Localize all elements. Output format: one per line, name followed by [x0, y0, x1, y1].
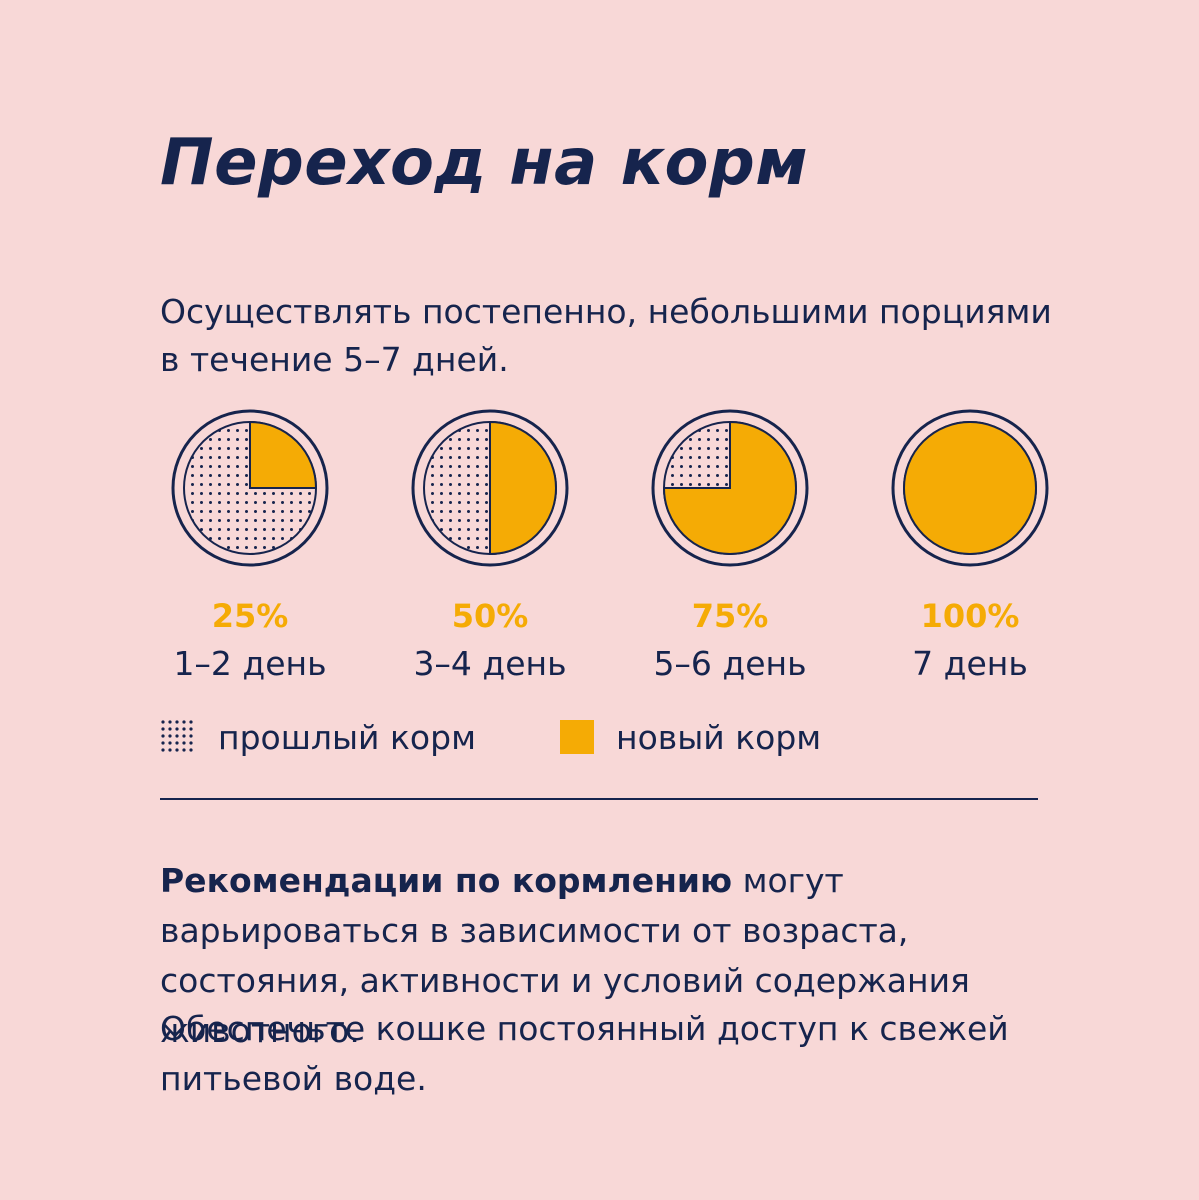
- new-food-slice: [249, 420, 318, 489]
- stage-2: 50% 3–4 день: [400, 408, 580, 686]
- pie-outer-ring: [411, 409, 569, 567]
- new-food-slice: [489, 420, 557, 556]
- stage-4-percent: 100%: [920, 597, 1020, 635]
- stage-1-percent: 25%: [211, 597, 289, 635]
- pie-outer-ring: [651, 409, 809, 567]
- intro-text: Осуществлять постепенно, небольшими порц…: [160, 292, 1052, 379]
- legend-label-new-food: новый корм: [616, 717, 822, 757]
- stage-3-days: 5–6 день: [653, 644, 807, 683]
- stage-3-pie-chart: [651, 409, 809, 567]
- stage-1-pie-chart: [171, 409, 329, 567]
- water-note: Обеспечьте кошке постоянный доступ к све…: [160, 1009, 1009, 1098]
- legend-item-new-food: новый корм: [560, 712, 821, 762]
- stage-4: 100% 7 день: [880, 408, 1060, 686]
- legend-item-old-food: прошлый корм: [160, 712, 476, 762]
- stage-3-percent: 75%: [691, 597, 769, 635]
- dotted-pattern-icon: [161, 720, 193, 752]
- recommendation-rest: могут варьироваться в зависимости от воз…: [160, 861, 970, 1050]
- stage-2-days: 3–4 день: [413, 644, 567, 683]
- pie-outer-ring: [891, 409, 1049, 567]
- recommendation-bold: Рекомендации по кормлению: [160, 861, 733, 900]
- stage-2-pie-chart: [411, 409, 569, 567]
- legend-label-old-food: прошлый корм: [218, 717, 476, 757]
- new-food-slice: [903, 421, 1037, 555]
- transition-charts: 25% 1–2 день 50% 3–4 день 75% 5–6 день 1…: [160, 408, 1049, 698]
- feeding-recommendation: Рекомендации по кормлению могут варьиров…: [160, 856, 1080, 1056]
- stage-4-pie-chart: [891, 409, 1049, 567]
- new-food-slice: [662, 420, 797, 555]
- stage-3: 75% 5–6 день: [640, 408, 820, 686]
- stage-2-percent: 50%: [451, 597, 529, 635]
- legend: прошлый корм новый корм: [160, 712, 1060, 762]
- pie-outer-ring: [171, 409, 329, 567]
- page-title: Переход на корм: [160, 126, 809, 200]
- stage-4-days: 7 день: [912, 644, 1028, 683]
- orange-square-icon: [560, 720, 594, 754]
- divider: [160, 798, 1038, 800]
- stage-1: 25% 1–2 день: [160, 408, 340, 686]
- stage-1-days: 1–2 день: [173, 644, 327, 683]
